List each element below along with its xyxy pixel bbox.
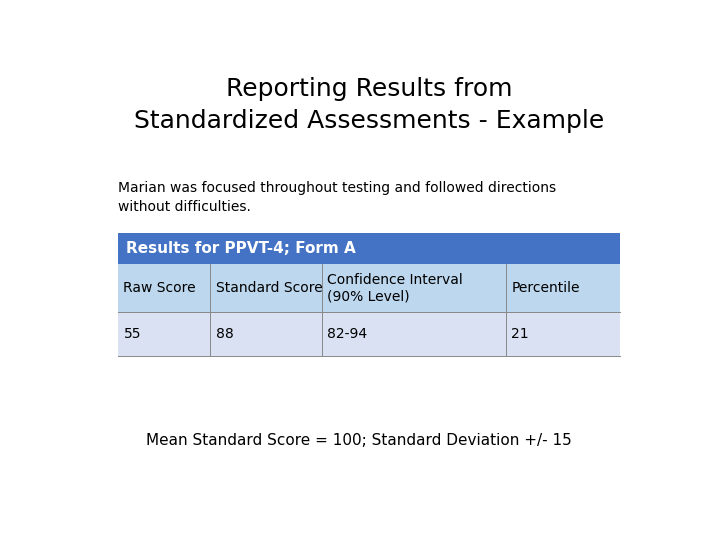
Text: 88: 88 (215, 327, 233, 341)
Text: 55: 55 (124, 327, 141, 341)
Text: Marian was focused throughout testing and followed directions
without difficulti: Marian was focused throughout testing an… (118, 181, 556, 214)
FancyBboxPatch shape (118, 265, 620, 312)
Text: Reporting Results from
Standardized Assessments - Example: Reporting Results from Standardized Asse… (134, 77, 604, 133)
Text: 82-94: 82-94 (327, 327, 367, 341)
Text: Standard Score: Standard Score (215, 281, 323, 295)
FancyBboxPatch shape (118, 233, 620, 265)
FancyBboxPatch shape (118, 312, 620, 356)
Text: Results for PPVT-4; Form A: Results for PPVT-4; Form A (126, 241, 356, 256)
Text: Percentile: Percentile (511, 281, 580, 295)
Text: 21: 21 (511, 327, 529, 341)
Text: Confidence Interval
(90% Level): Confidence Interval (90% Level) (327, 273, 463, 303)
Text: Mean Standard Score = 100; Standard Deviation +/- 15: Mean Standard Score = 100; Standard Devi… (145, 433, 572, 448)
Text: Raw Score: Raw Score (124, 281, 196, 295)
